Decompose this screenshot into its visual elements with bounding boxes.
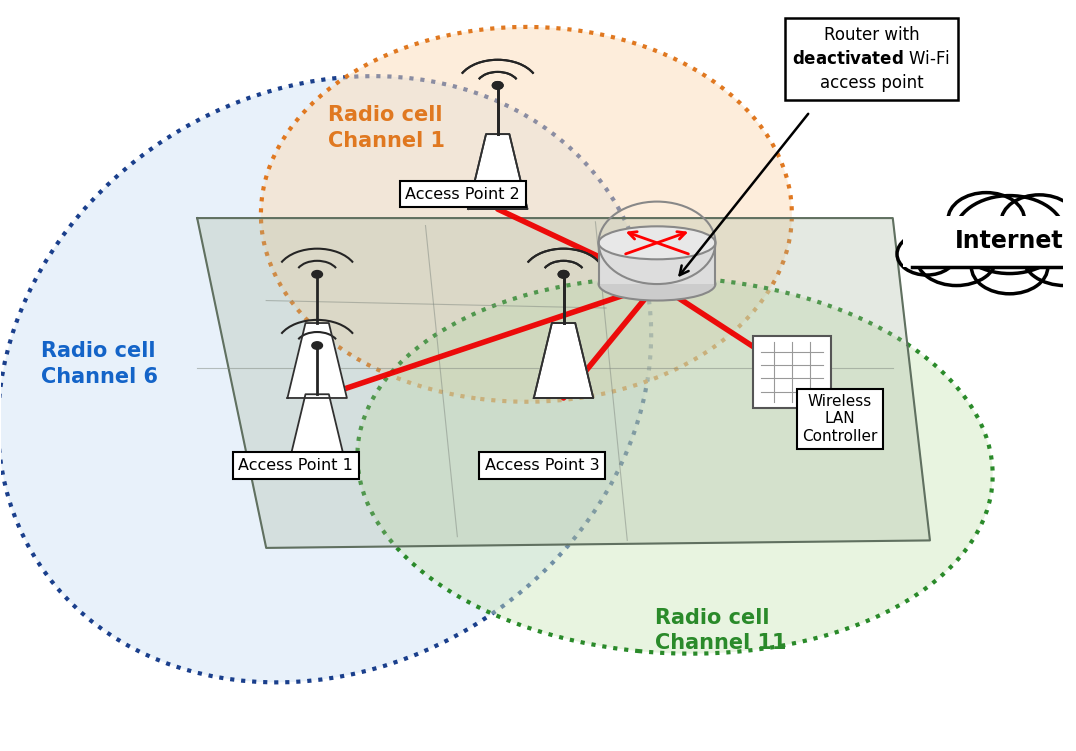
Polygon shape [287,323,346,398]
Text: Internet: Internet [955,228,1064,252]
FancyBboxPatch shape [904,216,1076,267]
Polygon shape [468,134,527,209]
Polygon shape [534,323,593,398]
Polygon shape [468,134,527,209]
Text: Radio cell
Channel 11: Radio cell Channel 11 [655,608,787,653]
Polygon shape [197,218,930,548]
Circle shape [312,342,323,349]
FancyBboxPatch shape [598,243,716,284]
Ellipse shape [357,277,993,653]
Circle shape [558,270,569,278]
Circle shape [493,82,502,89]
Text: Access Point 2: Access Point 2 [406,186,520,201]
Circle shape [493,82,502,89]
Ellipse shape [598,226,716,259]
Circle shape [1022,225,1076,285]
Circle shape [954,195,1065,273]
Polygon shape [287,394,346,469]
Circle shape [916,228,996,285]
Ellipse shape [0,76,651,683]
Circle shape [558,270,569,278]
Text: Router with
$\mathbf{deactivated}$ Wi-Fi
access point: Router with $\mathbf{deactivated}$ Wi-Fi… [793,26,950,92]
Polygon shape [534,323,593,398]
Circle shape [1001,195,1076,249]
Circle shape [1063,233,1076,275]
Circle shape [897,233,957,275]
Ellipse shape [260,27,792,402]
Text: Access Point 1: Access Point 1 [239,458,353,473]
Circle shape [948,192,1024,246]
Text: Access Point 3: Access Point 3 [485,458,599,473]
Text: Wireless
LAN
Controller: Wireless LAN Controller [802,394,877,444]
Ellipse shape [598,267,716,300]
Circle shape [312,270,323,278]
Text: Radio cell
Channel 1: Radio cell Channel 1 [328,105,444,151]
FancyBboxPatch shape [752,336,831,408]
Text: Radio cell
Channel 6: Radio cell Channel 6 [41,342,158,387]
Circle shape [972,240,1048,294]
